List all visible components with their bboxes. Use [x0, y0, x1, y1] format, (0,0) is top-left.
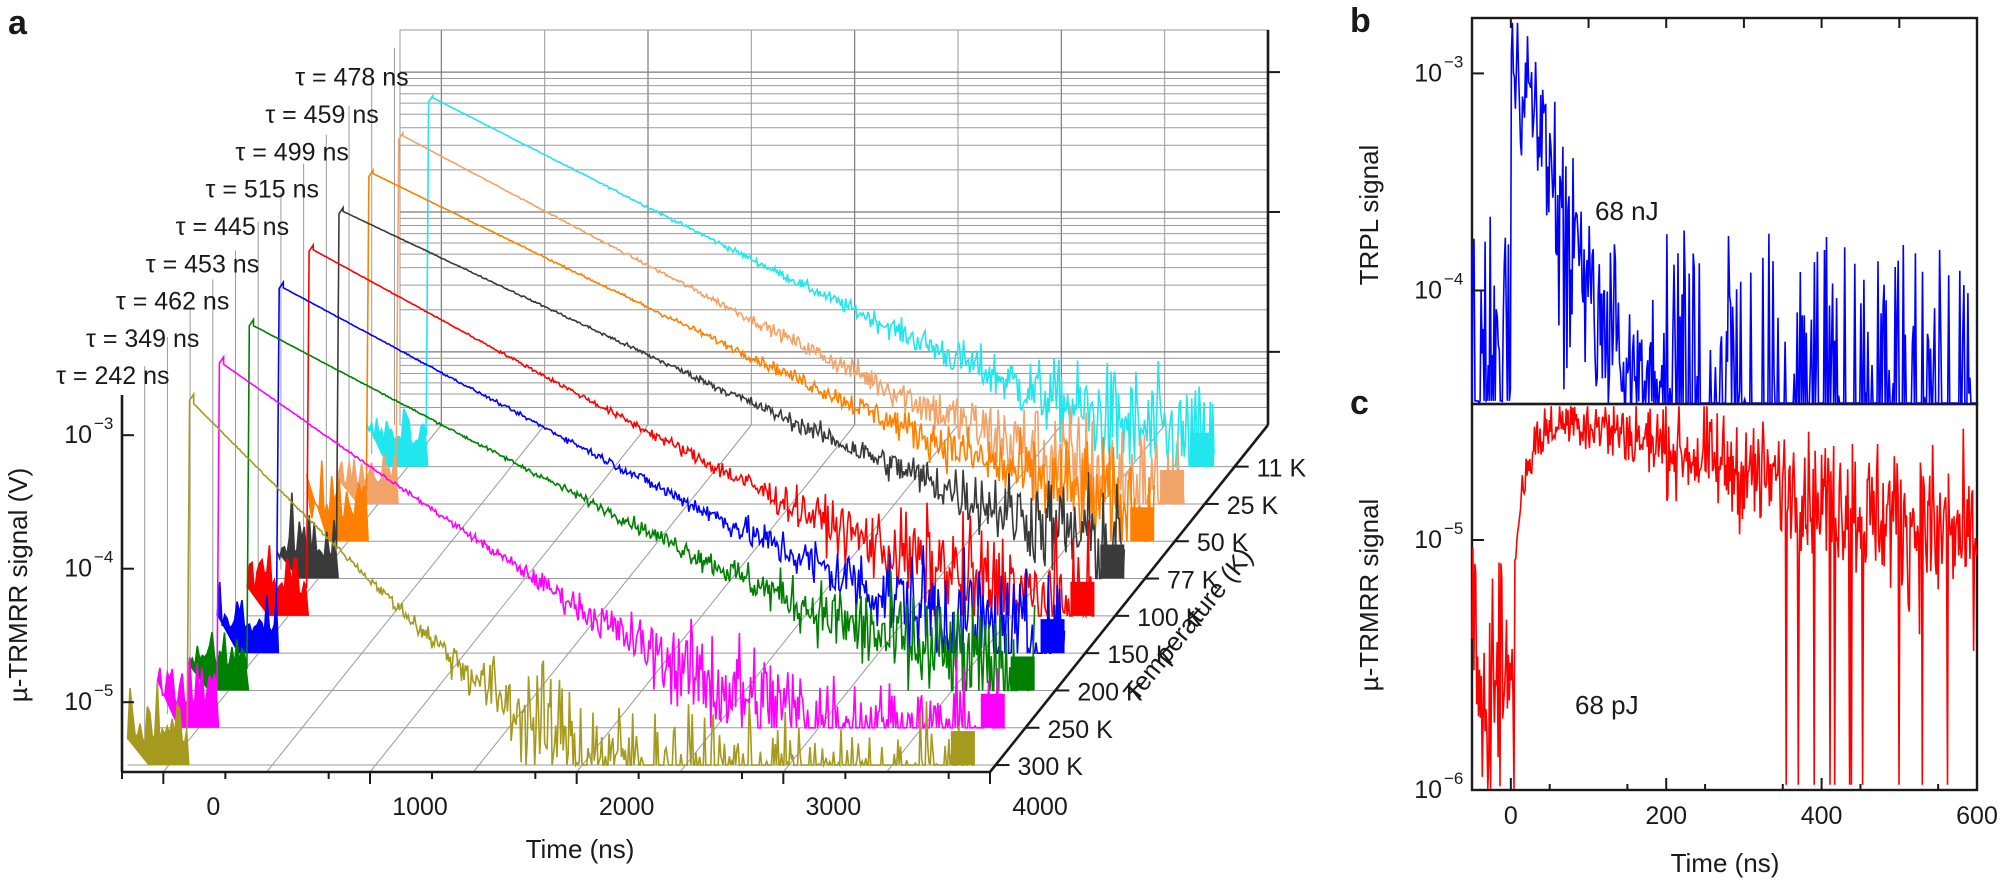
tau-label: τ = 459 ns — [265, 101, 378, 129]
temperature-tick-label: 150 K — [1107, 641, 1173, 669]
panel-c-trmrr: 10 −510 −60 200 400 600 µ-TRMRR signal 68 pJ … — [1354, 402, 1998, 878]
tau-label: τ = 242 ns — [56, 362, 169, 390]
tau-label: τ = 499 ns — [235, 138, 348, 166]
time-tick-label: 1000 — [392, 793, 448, 821]
panel-c-xtick-label: 400 — [1801, 802, 1843, 830]
time-axis-label: Time (ns) — [526, 834, 635, 864]
panel-c-ylabel: µ-TRMRR signal — [1354, 499, 1384, 692]
time-tick-label: 2000 — [599, 793, 655, 821]
trmrr-trace — [1471, 406, 1978, 789]
panel-b-ytick-exponent: −4 — [1444, 269, 1463, 288]
series-100k — [246, 242, 1095, 619]
series-baseline-fill — [247, 545, 310, 616]
series-77k — [276, 205, 1126, 580]
tau-label: τ = 453 ns — [146, 250, 259, 278]
signal-tick-exponent: −3 — [94, 414, 113, 433]
panel-a-waterfall: 0 1000 2000 3000 4000 10−310−410−5 11 K25 K5… — [3, 29, 1307, 864]
signal-tick-exponent: −4 — [94, 548, 113, 567]
panel-label-b: b — [1350, 2, 1371, 40]
series-line — [216, 279, 1066, 655]
temperature-tick-label: 300 K — [1018, 753, 1084, 781]
signal-tick-exponent: −5 — [94, 681, 113, 700]
floor-grid-line — [266, 424, 546, 773]
panel-b-ytick-label: 10 — [1414, 59, 1442, 87]
panel-b-ytick-exponent: −3 — [1444, 52, 1463, 71]
tau-label: τ = 349 ns — [86, 325, 199, 353]
panel-c-ytick-exponent: −6 — [1444, 769, 1463, 788]
panel-b-ylabel: TRPL signal — [1354, 145, 1384, 286]
panel-c-xlabel: Time (ns) — [1671, 848, 1780, 878]
panel-b-trpl: 10−310−4 TRPL signal 68 nJ — [1354, 16, 1979, 406]
panel-b-ytick-label: 10 — [1414, 276, 1442, 304]
series-line — [156, 354, 1005, 729]
series-line — [126, 391, 976, 769]
series-50k — [306, 167, 1155, 543]
series-11k — [365, 93, 1215, 468]
signal-tick-label: 10 — [64, 555, 92, 583]
panel-c-xtick-label: 0 — [1504, 802, 1518, 830]
series-baseline-fill — [217, 581, 280, 654]
tau-label: τ = 478 ns — [295, 64, 408, 92]
panel-c-xtick-label: 600 — [1956, 802, 1998, 830]
series-300k — [126, 391, 976, 769]
tau-label: τ = 445 ns — [176, 213, 289, 241]
panel-b-annotation: 68 nJ — [1595, 196, 1659, 226]
panel-label-c: c — [1350, 384, 1369, 422]
time-tick-label: 4000 — [1012, 793, 1068, 821]
series-line — [306, 167, 1155, 543]
floor-grid-line — [369, 424, 649, 773]
series-250k — [156, 354, 1005, 729]
tau-label: τ = 462 ns — [116, 288, 229, 316]
temperature-tick-label: 50 K — [1197, 529, 1249, 557]
panel-c-ytick-exponent: −5 — [1444, 519, 1463, 538]
panel-label-a: a — [8, 4, 28, 42]
temperature-axis — [988, 424, 1270, 773]
signal-tick-label: 10 — [64, 688, 92, 716]
time-tick-label: 3000 — [806, 793, 862, 821]
floor-grid-line — [576, 424, 856, 773]
time-tick-label: 0 — [206, 793, 220, 821]
temperature-tick-label: 25 K — [1227, 492, 1279, 520]
panel-c-xtick-label: 200 — [1645, 802, 1687, 830]
tau-label: τ = 515 ns — [206, 176, 319, 204]
series-line — [246, 242, 1095, 619]
panel-c-annotation: 68 pJ — [1575, 690, 1639, 720]
temperature-tick-label: 100 K — [1137, 604, 1203, 632]
temperature-tick-label: 77 K — [1167, 567, 1219, 595]
series-line — [276, 205, 1126, 580]
panel-c-ytick-label: 10 — [1414, 526, 1442, 554]
signal-axis-label: µ-TRMRR signal (V) — [3, 468, 33, 703]
panel-c-ytick-label: 10 — [1414, 776, 1442, 804]
temperature-tick-label: 200 K — [1077, 678, 1143, 706]
temperature-tick-label: 11 K — [1257, 455, 1307, 483]
series-line — [186, 317, 1036, 692]
series-end-block — [950, 731, 975, 766]
temperature-tick-label: 250 K — [1047, 716, 1113, 744]
series-line — [365, 93, 1215, 468]
panel-b-frame — [1470, 16, 1979, 406]
signal-tick-label: 10 — [64, 421, 92, 449]
series-150k — [216, 279, 1066, 655]
